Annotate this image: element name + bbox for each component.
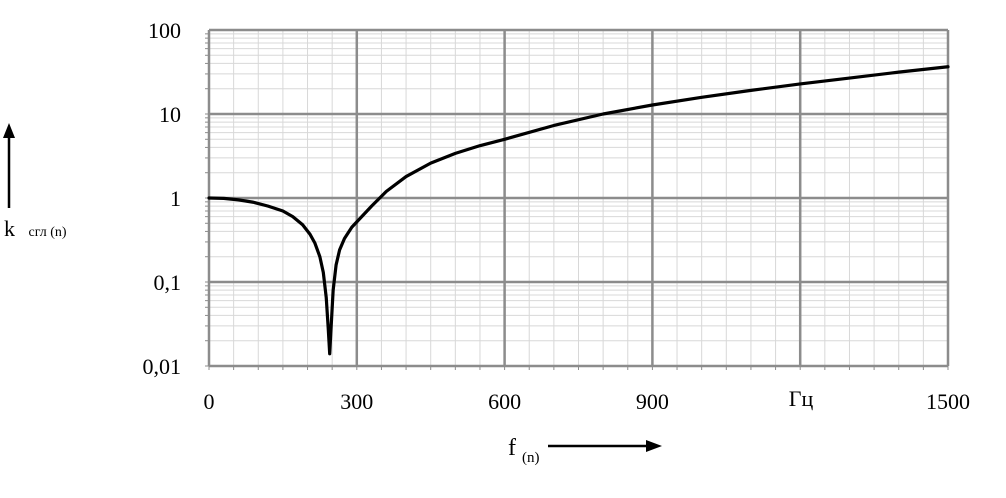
svg-text:f (n): f (n) — [508, 435, 540, 466]
y-tick-label: 0,01 — [143, 354, 182, 379]
y-axis-label: k — [4, 216, 15, 241]
series-group — [207, 65, 950, 356]
x-axis-arrow-icon — [646, 440, 662, 452]
x-axis-label: f — [508, 435, 516, 461]
x-tick-labels: 0 300 600 900 1500 — [204, 389, 971, 414]
series-line-0 — [207, 65, 950, 356]
y-axis-label-group: k сгл (n) — [3, 123, 67, 241]
x-axis-label-subscript: (n) — [522, 450, 540, 466]
x-unit-label: Гц — [789, 386, 814, 411]
x-tick-label: 600 — [488, 389, 521, 414]
x-tick-label: 900 — [636, 389, 669, 414]
y-tick-labels: 0,01 0,1 1 10 100 — [143, 18, 182, 379]
y-tick-label: 10 — [159, 102, 181, 127]
y-axis-arrow-icon — [3, 123, 15, 138]
svg-text:k сгл (n): k сгл (n) — [4, 216, 67, 241]
y-tick-label: 1 — [170, 186, 181, 211]
y-tick-label: 0,1 — [154, 270, 182, 295]
x-tick-label: 300 — [340, 389, 373, 414]
x-axis-label-group: f (n) — [508, 435, 662, 466]
y-tick-label: 100 — [148, 18, 181, 43]
x-tick-label: 0 — [204, 389, 215, 414]
x-tick-label: 1500 — [926, 389, 970, 414]
y-axis-label-subscript: сгл (n) — [29, 225, 67, 240]
